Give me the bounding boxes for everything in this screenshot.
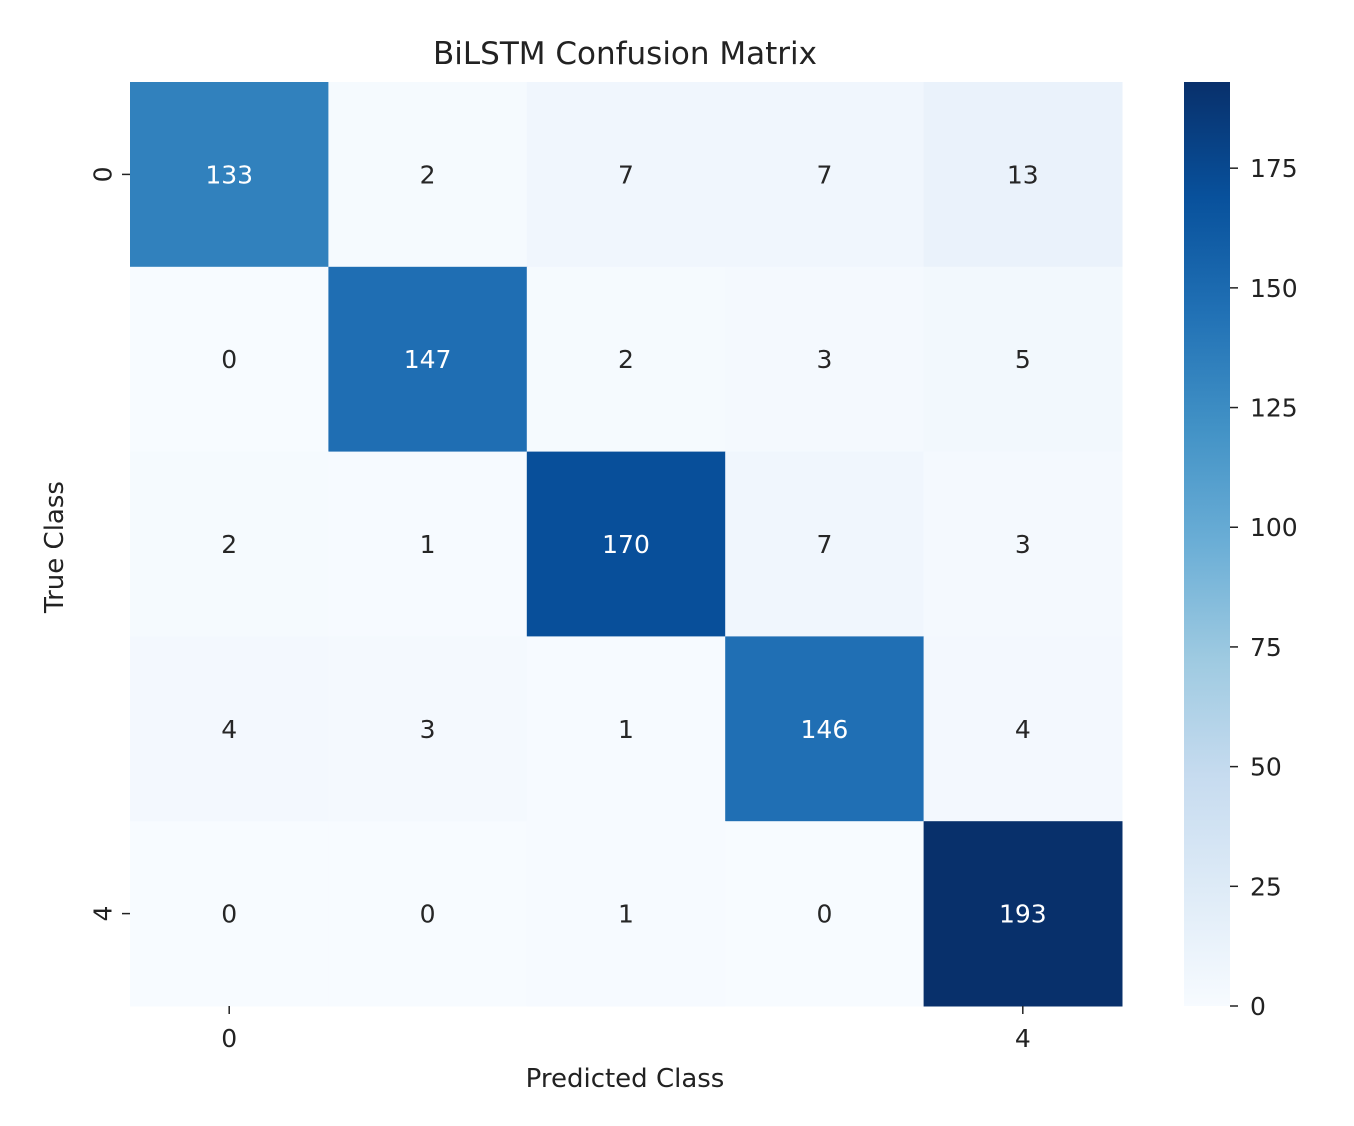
cell-value-label: 0 xyxy=(816,900,832,929)
y-axis-title: True Class xyxy=(40,481,70,614)
cell-value-label: 193 xyxy=(999,900,1047,929)
cell-value-label: 13 xyxy=(1007,160,1039,189)
heatmap-cell xyxy=(328,82,528,268)
heatmap-cell xyxy=(130,451,329,637)
cell-value-label: 0 xyxy=(221,900,237,929)
heatmap-cell xyxy=(923,821,1123,1007)
cell-value-label: 7 xyxy=(816,160,832,189)
heatmap-cell xyxy=(725,266,925,453)
heatmap-cell xyxy=(923,82,1123,268)
heatmap-cell xyxy=(328,451,528,637)
cell-value-label: 133 xyxy=(205,160,253,189)
heatmap-cell xyxy=(526,821,726,1007)
cell-value-label: 0 xyxy=(221,345,237,374)
heatmap-cell xyxy=(526,636,726,822)
heatmap-cell xyxy=(923,451,1123,637)
x-tick-label: 4 xyxy=(1015,1024,1031,1053)
y-tick-label: 0 xyxy=(89,166,118,182)
cell-value-label: 0 xyxy=(420,900,436,929)
heatmap-cell-labels: 133 2 7 7 13 0 147 2 3 5 2 1 170 7 3 4 3 1 146 4 0 0 1 0 193 xyxy=(205,160,1046,928)
colorbar-tick-label: 175 xyxy=(1250,154,1298,183)
heatmap-cell xyxy=(526,82,726,268)
heatmap-cell xyxy=(923,266,1123,453)
y-axis-ticks: 04 xyxy=(89,166,130,922)
heatmap-cell xyxy=(923,636,1123,822)
cell-value-label: 4 xyxy=(221,715,237,744)
heatmap-cell xyxy=(130,821,329,1007)
cell-value-label: 5 xyxy=(1015,345,1031,374)
cell-value-label: 170 xyxy=(602,530,650,559)
colorbar-ticks: 0 25 50 75 100 125 150 175 xyxy=(1230,154,1298,1021)
y-tick-label: 4 xyxy=(89,906,118,922)
heatmap-cell xyxy=(130,636,329,822)
x-tick-label: 0 xyxy=(221,1024,237,1053)
heatmap-cell xyxy=(725,82,925,268)
cell-value-label: 3 xyxy=(420,715,436,744)
cell-value-label: 146 xyxy=(801,715,849,744)
cell-value-label: 2 xyxy=(618,345,634,374)
x-axis-title: Predicted Class xyxy=(526,1064,725,1094)
cell-value-label: 2 xyxy=(221,530,237,559)
cell-value-label: 7 xyxy=(618,160,634,189)
heatmap-cell xyxy=(328,266,528,453)
cell-value-label: 1 xyxy=(618,715,634,744)
heatmap-cell xyxy=(328,821,528,1007)
heatmap-cell xyxy=(725,821,925,1007)
heatmap-cell xyxy=(526,266,726,453)
heatmap-cells xyxy=(130,82,1123,1007)
colorbar-tick-label: 25 xyxy=(1250,872,1282,901)
colorbar-tick-label: 150 xyxy=(1250,274,1298,303)
cell-value-label: 4 xyxy=(1015,715,1031,744)
heatmap-cell xyxy=(526,451,726,637)
heatmap-cell xyxy=(725,636,925,822)
colorbar xyxy=(1184,82,1230,1006)
colorbar-tick-label: 125 xyxy=(1250,394,1298,423)
cell-value-label: 147 xyxy=(404,345,452,374)
cell-value-label: 3 xyxy=(1015,530,1031,559)
heatmap-cell xyxy=(130,266,329,453)
cell-value-label: 1 xyxy=(420,530,436,559)
heatmap-cell xyxy=(725,451,925,637)
cell-value-label: 2 xyxy=(420,160,436,189)
cell-value-label: 3 xyxy=(816,345,832,374)
chart-title: BiLSTM Confusion Matrix xyxy=(433,36,817,72)
cell-value-label: 1 xyxy=(618,900,634,929)
colorbar-tick-label: 75 xyxy=(1250,633,1282,662)
heatmap-cell xyxy=(130,82,329,268)
colorbar-tick-label: 100 xyxy=(1250,513,1298,542)
colorbar-tick-label: 0 xyxy=(1250,992,1266,1021)
colorbar-tick-label: 50 xyxy=(1250,753,1282,782)
heatmap-cell xyxy=(328,636,528,822)
cell-value-label: 7 xyxy=(816,530,832,559)
